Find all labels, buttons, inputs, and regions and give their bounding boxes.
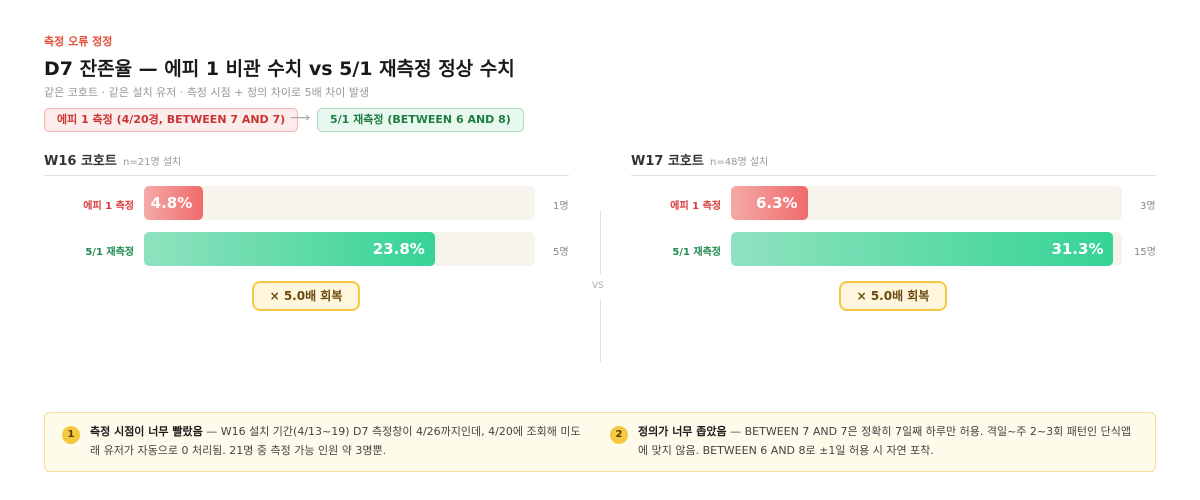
bar-track — [144, 186, 535, 220]
note-text: 측정 시점이 너무 빨랐음 — W16 설치 기간(4/13~19) D7 측정… — [90, 422, 590, 460]
panel-title: W16 코호트 — [44, 154, 117, 169]
eyebrow: 측정 오류 정정 — [44, 35, 113, 48]
count-label: 1명 — [553, 201, 569, 212]
vs-label: VS — [592, 281, 604, 291]
count-label: 3명 — [1140, 201, 1156, 212]
notes-box: 1 측정 시점이 너무 빨랐음 — W16 설치 기간(4/13~19) D7 측… — [44, 412, 1156, 472]
count-label: 5명 — [553, 247, 569, 258]
value-label: 4.8% — [150, 194, 193, 212]
subtitle: 같은 코호트 · 같은 설치 유저 · 측정 시점 + 정의 차이로 5배 차이… — [44, 86, 370, 99]
panel-rule — [44, 175, 569, 176]
note-text: 정의가 너무 좁았음 — BETWEEN 7 AND 7은 정확히 7일째 하루… — [638, 422, 1138, 460]
annotation: × 5.0배 회복 — [839, 281, 947, 311]
divider — [600, 210, 601, 274]
note-title: 측정 시점이 너무 빨랐음 — [90, 425, 203, 438]
bar — [144, 232, 435, 266]
value-label: 31.3% — [1051, 240, 1104, 258]
panel-subtitle: n=48명 설치 — [710, 157, 769, 168]
note-number: 2 — [610, 426, 628, 444]
note-body: — BETWEEN 7 AND 7은 정확히 7일째 하루만 허용. 격일~주 … — [638, 425, 1131, 457]
bar — [731, 232, 1114, 266]
value-label: 6.3% — [755, 194, 798, 212]
page-title: D7 잔존율 — 에피 1 비관 수치 vs 5/1 재측정 정상 수치 — [44, 58, 515, 80]
category-label: 에피 1 측정 — [670, 201, 721, 212]
panel-subtitle: n=21명 설치 — [123, 157, 182, 168]
divider — [600, 300, 601, 362]
tag: 5/1 재측정 (BETWEEN 6 AND 8) — [317, 108, 524, 132]
note-body: — W16 설치 기간(4/13~19) D7 측정창이 4/26까지인데, 4… — [90, 425, 581, 457]
value-label: 23.8% — [372, 240, 425, 258]
count-label: 15명 — [1134, 247, 1156, 258]
note-number: 1 — [62, 426, 80, 444]
category-label: 에피 1 측정 — [83, 201, 134, 212]
bar — [144, 186, 203, 220]
note-title: 정의가 너무 좁았음 — [638, 425, 727, 438]
tag: 에피 1 측정 (4/20경, BETWEEN 7 AND 7) — [44, 108, 299, 132]
annotation: × 5.0배 회복 — [252, 281, 360, 311]
arrow: ⟶ — [290, 110, 311, 126]
panel-title: W17 코호트 — [631, 154, 704, 169]
category-label: 5/1 재측정 — [672, 247, 721, 258]
bar — [731, 186, 808, 220]
category-label: 5/1 재측정 — [85, 247, 134, 258]
panel-rule — [631, 175, 1156, 176]
